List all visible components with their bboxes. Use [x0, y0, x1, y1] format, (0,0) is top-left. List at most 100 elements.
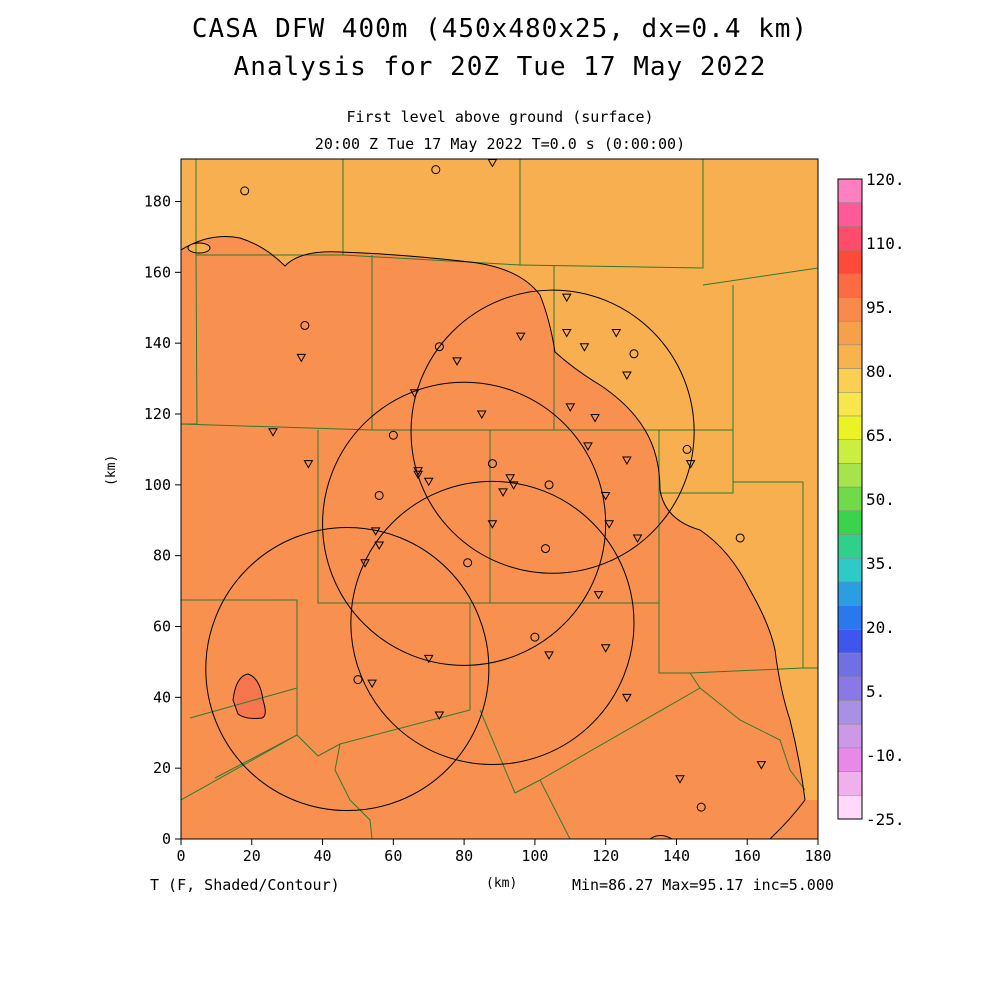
station-triangle-marker — [685, 460, 696, 469]
station-triangle-marker — [600, 644, 611, 653]
x-tick-label: 60 — [384, 847, 402, 865]
station-triangle-marker — [756, 761, 767, 770]
station-triangle-marker — [374, 541, 385, 551]
station-triangle-marker — [296, 353, 307, 363]
temperature-field — [181, 159, 818, 839]
station-triangle-marker — [622, 693, 632, 703]
colorbar-label: 110. — [866, 234, 905, 253]
colorbar-swatch — [837, 486, 863, 512]
x-tick-label: 140 — [663, 847, 690, 865]
x-tick-label: 20 — [243, 847, 261, 865]
station-triangle-marker — [593, 591, 604, 600]
station-triangle-marker — [579, 343, 590, 352]
colorbar-swatch — [837, 392, 863, 417]
y-tick-label: 40 — [153, 688, 171, 706]
station-triangle-marker — [600, 491, 611, 501]
temperature-contour — [181, 236, 806, 839]
station-circle-marker — [487, 459, 497, 469]
map-subtitle: Analysis for 20Z Tue 17 May 2022 — [233, 52, 767, 82]
colorbar-label: 50. — [866, 490, 895, 509]
colorbar-swatch — [837, 629, 863, 654]
station-circle-marker — [735, 533, 745, 543]
colorbar-swatch — [837, 605, 863, 630]
station-triangle-marker — [583, 442, 593, 451]
colorbar-swatch — [837, 676, 863, 701]
colorbar-swatch — [837, 178, 863, 203]
station-triangle-marker — [367, 679, 377, 689]
station-triangle-marker — [498, 488, 508, 497]
station-triangle-marker — [675, 775, 685, 784]
x-tick-label: 40 — [314, 847, 332, 865]
y-tick-label: 120 — [144, 405, 171, 423]
y-tick-label: 80 — [153, 547, 171, 565]
colorbar-swatch — [837, 771, 863, 796]
station-triangle-marker — [423, 654, 434, 664]
colorbar-swatch — [837, 297, 863, 322]
level-label: First level above ground (surface) — [346, 108, 654, 126]
station-markers — [240, 159, 767, 812]
station-triangle-marker — [360, 559, 370, 568]
colorbar-label: 120. — [866, 170, 905, 189]
y-tick-label: 20 — [153, 759, 171, 777]
valid-time-label: 20:00 Z Tue 17 May 2022 T=0.0 s (0:00:00… — [314, 135, 686, 153]
station-triangle-marker — [413, 470, 423, 480]
colorbar-swatch — [837, 723, 863, 749]
station-circle-marker — [240, 186, 250, 196]
station-triangle-marker — [476, 410, 487, 420]
station-triangle-marker — [561, 293, 572, 303]
radar-ring-1 — [322, 381, 607, 666]
station-triangle-marker — [590, 414, 600, 423]
station-triangle-marker — [487, 159, 498, 168]
station-triangle-marker — [604, 520, 615, 529]
county-boundaries — [181, 159, 818, 839]
colorbar-label: 80. — [866, 362, 895, 381]
colorbar-swatch — [837, 463, 863, 488]
station-circle-marker — [388, 430, 398, 440]
station-triangle-marker — [434, 711, 445, 721]
radar-ring-3 — [350, 480, 635, 766]
station-circle-marker — [682, 444, 692, 454]
colorbar-frame — [837, 178, 863, 820]
x-axis-label: (km) — [486, 876, 518, 891]
colorbar-swatch — [837, 344, 863, 369]
colorbar-label: 20. — [866, 618, 895, 637]
colorbar-swatch — [837, 249, 863, 275]
station-triangle-marker — [505, 474, 515, 483]
station-circle-marker — [629, 349, 639, 359]
station-circle-marker — [544, 480, 554, 490]
station-circle-marker — [434, 342, 444, 352]
y-tick-label: 140 — [144, 334, 171, 352]
station-triangle-marker — [487, 520, 498, 529]
radar-range-rings — [205, 289, 695, 812]
station-circle-marker — [696, 802, 706, 812]
station-triangle-marker — [409, 389, 420, 398]
radar-ring-4 — [205, 526, 490, 812]
colorbar-swatch — [837, 652, 863, 678]
station-triangle-marker — [303, 460, 314, 469]
station-triangle-marker — [508, 481, 519, 490]
colorbar-labels: 120. 110. 95. 80. 65. 50. 35. 20. 5. -10. -25. — [866, 170, 905, 829]
station-triangle-marker — [544, 651, 554, 660]
colorbar-swatch — [837, 273, 863, 298]
x-tick-label: 0 — [176, 847, 185, 865]
colorbar-label: 65. — [866, 426, 895, 445]
station-circle-marker — [530, 632, 540, 642]
station-triangle-marker — [632, 534, 643, 543]
colorbar-swatch — [837, 581, 863, 606]
x-tick-label: 160 — [734, 847, 761, 865]
station-circle-marker — [431, 165, 441, 175]
colorbar-label: -25. — [866, 810, 905, 829]
station-triangle-marker — [452, 357, 462, 366]
x-tick-label: 80 — [455, 847, 473, 865]
colorbar-label: 5. — [866, 682, 885, 701]
colorbar-label: 35. — [866, 554, 895, 573]
colorbar-swatch — [837, 700, 863, 725]
field-statistics: Min=86.27 Max=95.17 inc=5.000 — [572, 876, 834, 894]
colorbar-swatch — [837, 320, 863, 346]
station-triangle-marker — [565, 403, 576, 412]
station-triangle-marker — [611, 329, 622, 338]
station-circle-marker — [300, 320, 310, 330]
colorbar-swatch — [837, 415, 863, 440]
x-tick-label: 120 — [592, 847, 619, 865]
